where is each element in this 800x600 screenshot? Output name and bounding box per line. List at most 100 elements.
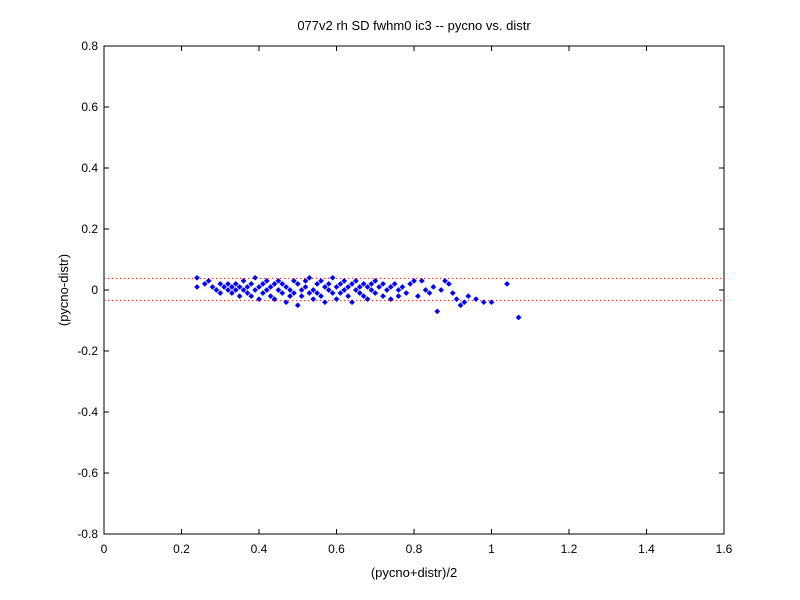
data-point <box>356 283 363 290</box>
data-point <box>271 296 278 303</box>
data-point <box>383 287 390 293</box>
data-point <box>217 290 224 297</box>
data-point <box>504 280 510 287</box>
data-point <box>248 293 255 300</box>
data-point <box>314 280 321 287</box>
data-point <box>461 299 468 306</box>
data-point <box>244 290 251 297</box>
data-point <box>209 283 216 290</box>
data-point <box>387 296 394 303</box>
data-point <box>360 280 367 287</box>
data-point <box>414 293 421 300</box>
data-point <box>279 280 286 287</box>
data-point <box>318 277 324 284</box>
data-point <box>252 274 259 281</box>
data-point <box>442 277 448 284</box>
data-point <box>387 283 394 290</box>
data-point <box>449 290 456 297</box>
data-point <box>426 290 433 297</box>
data-point <box>310 287 317 293</box>
data-point <box>345 293 352 300</box>
data-point <box>232 280 239 287</box>
y-tick-label: -0.6 <box>77 466 98 480</box>
data-point <box>372 277 379 284</box>
data-point <box>321 283 328 290</box>
data-point <box>407 280 414 287</box>
data-point <box>306 290 313 297</box>
data-point <box>399 283 406 290</box>
x-tick-label: 0.6 <box>328 542 345 556</box>
data-point <box>287 287 293 293</box>
data-point <box>225 287 231 293</box>
data-point <box>325 287 332 293</box>
data-point <box>318 293 324 300</box>
x-tick-label: 1.2 <box>561 542 578 556</box>
data-point <box>217 280 224 287</box>
data-point <box>283 299 290 306</box>
data-point <box>395 293 402 300</box>
data-point <box>290 290 297 297</box>
data-point <box>244 283 251 290</box>
data-point <box>480 299 487 306</box>
y-axis-ticks: -0.8 -0.6 -0.4 -0.2 0 0.2 0.4 0.6 0.8 <box>77 39 724 541</box>
data-point <box>333 296 340 303</box>
data-points <box>194 274 522 321</box>
x-tick-label: 1.6 <box>716 542 733 556</box>
data-point <box>337 280 344 287</box>
data-point <box>259 280 266 287</box>
data-point <box>364 296 371 303</box>
x-tick-label: 0.2 <box>173 542 190 556</box>
data-point <box>356 290 363 297</box>
x-tick-label: 0.8 <box>406 542 423 556</box>
data-point <box>411 277 417 284</box>
x-axis-title: (pycno+distr)/2 <box>371 565 457 580</box>
data-point <box>352 277 359 284</box>
data-point <box>349 280 355 287</box>
data-point <box>341 287 348 293</box>
x-tick-label: 0 <box>101 542 108 556</box>
data-point <box>438 287 445 293</box>
y-tick-label: 0.4 <box>81 161 98 175</box>
data-point <box>488 299 495 306</box>
data-point <box>333 283 340 290</box>
data-point <box>294 302 301 309</box>
data-point <box>314 290 321 297</box>
data-point <box>287 293 293 300</box>
data-point <box>275 287 282 293</box>
data-point <box>240 287 247 293</box>
y-axis-title: (pycno-distr) <box>56 254 71 326</box>
data-point <box>349 299 355 306</box>
data-point <box>194 274 200 281</box>
data-point <box>403 290 410 297</box>
data-point <box>302 283 309 290</box>
data-point <box>329 274 336 281</box>
reference-lines <box>104 277 724 302</box>
data-point <box>430 283 437 290</box>
data-point <box>252 287 259 293</box>
data-point <box>263 277 270 284</box>
data-point <box>395 287 402 293</box>
x-tick-label: 1 <box>488 542 495 556</box>
data-point <box>345 283 352 290</box>
data-point <box>302 277 309 284</box>
data-point <box>372 290 379 297</box>
data-point <box>310 296 317 303</box>
data-point <box>465 293 472 300</box>
data-point <box>290 277 297 284</box>
data-point <box>391 280 398 287</box>
data-point <box>201 280 208 287</box>
data-point <box>275 277 282 284</box>
data-point <box>228 290 235 297</box>
data-point <box>259 290 266 297</box>
chart-title: 077v2 rh SD fwhm0 ic3 -- pycno vs. distr <box>297 18 531 33</box>
data-point <box>364 283 371 290</box>
data-point <box>434 308 441 315</box>
y-tick-label: 0.2 <box>81 222 98 236</box>
data-point <box>418 277 425 284</box>
data-point <box>283 283 290 290</box>
data-point <box>205 277 212 284</box>
data-point <box>248 280 255 287</box>
y-tick-label: -0.2 <box>77 344 98 358</box>
data-point <box>329 290 336 297</box>
